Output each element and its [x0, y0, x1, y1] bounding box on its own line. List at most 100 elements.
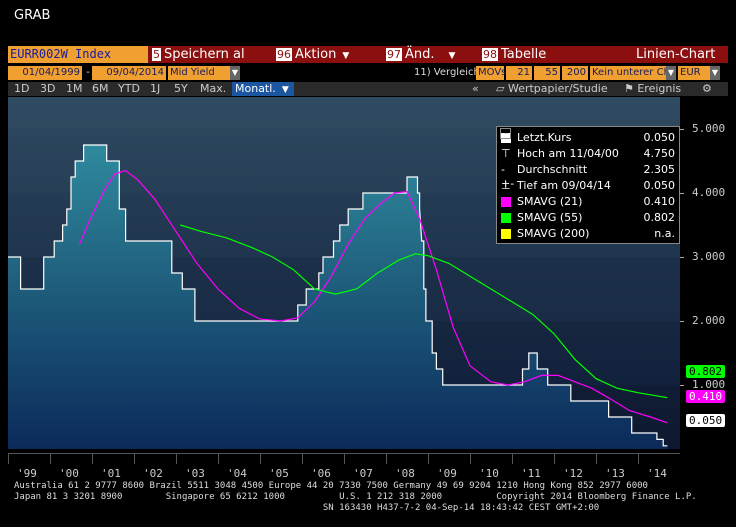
legend-value: 0.050 [643, 131, 676, 144]
y-tick-label: 2.000 [692, 314, 726, 327]
sma55-value-tag: 0.802 [686, 365, 726, 378]
period-1d[interactable]: 1D [14, 82, 30, 95]
footer-line-2: Japan 81 3 3201 8900 Singapore 65 6212 1… [14, 492, 697, 502]
legend-row-high: ⊤ Hoch am 11/04/00 4.750 [501, 147, 675, 161]
collapse-icon[interactable]: « [472, 82, 479, 95]
mav-3-field[interactable]: 200 [562, 66, 588, 80]
legend: Letzt.Kurs 0.050 ⊤ Hoch am 11/04/00 4.750 -… [496, 126, 680, 244]
chevron-down-icon[interactable]: ▼ [230, 66, 240, 80]
chevron-down-icon[interactable]: ▼ [710, 66, 720, 80]
legend-label: SMAVG (200) [517, 227, 590, 240]
price-chart [8, 97, 680, 449]
mav-2-field[interactable]: 55 [534, 66, 560, 80]
menu-table-num: 98 [482, 48, 498, 61]
x-tick [470, 454, 471, 464]
legend-value: 0.410 [643, 195, 676, 208]
legend-swatch [501, 213, 511, 223]
x-tick-label: '05 [269, 467, 289, 480]
y-tick-label: 5.000 [692, 122, 726, 135]
x-tick [134, 454, 135, 464]
security-field[interactable]: EURR002W Index [8, 46, 148, 63]
period-3d[interactable]: 3D [40, 82, 56, 95]
chevron-down-icon: ▼ [281, 85, 289, 95]
x-axis-line [8, 453, 680, 454]
legend-value: n.a. [654, 227, 675, 240]
x-tick [596, 454, 597, 464]
period-tabbar [8, 82, 728, 96]
x-tick-label: '11 [521, 467, 541, 480]
y-tick-label: 3.000 [692, 250, 726, 263]
date-separator: - [86, 67, 90, 78]
menu-action[interactable]: 96 Aktion ▼ [276, 46, 349, 63]
legend-row-low: ⊥ Tief am 09/04/14 0.050 [501, 179, 675, 193]
events-button[interactable]: ⚑ Ereignis [624, 82, 681, 96]
period-1m[interactable]: 1M [66, 82, 83, 95]
x-tick [638, 454, 639, 464]
x-tick-label: '10 [479, 467, 499, 480]
footer-line-3: SN 163430 H437-7-2 04-Sep-14 18:43:42 CE… [14, 503, 600, 513]
sma21-line [78, 169, 668, 424]
x-tick [50, 454, 51, 464]
y-tick [680, 321, 684, 322]
y-tick [680, 257, 684, 258]
menu-change[interactable]: 97 Änd. ▼ [386, 46, 455, 63]
x-tick [8, 454, 9, 464]
x-tick-label: '01 [101, 467, 121, 480]
legend-value: 0.050 [643, 179, 676, 192]
x-tick-label: '06 [311, 467, 331, 480]
command-bar [8, 46, 728, 63]
x-tick [344, 454, 345, 464]
footer-line-1: Australia 61 2 9777 8600 Brazil 5511 304… [14, 481, 648, 491]
security-study-label: Wertpapier/Studie [507, 82, 608, 95]
menu-action-num: 96 [276, 48, 292, 61]
end-date-field[interactable]: 09/04/2014 [92, 66, 166, 80]
period-max[interactable]: Max. [200, 82, 227, 95]
mav-1-field[interactable]: 21 [506, 66, 532, 80]
legend-row-last: Letzt.Kurs 0.050 [501, 131, 675, 145]
high-marker-icon: ⊤ [501, 147, 511, 160]
chart-type-label: Linien-Chart [636, 47, 716, 62]
x-tick [302, 454, 303, 464]
gear-icon[interactable]: ⚙ [702, 82, 712, 95]
chevron-down-icon[interactable]: ▼ [666, 66, 676, 80]
compare-label[interactable]: 11) Vergleich [414, 67, 480, 78]
window-title: GRAB [14, 8, 51, 23]
x-tick-label: '04 [227, 467, 247, 480]
menu-save[interactable]: 5 Speichern al [152, 46, 245, 63]
menu-save-num: 5 [152, 48, 161, 61]
menu-table[interactable]: 98 Tabelle [482, 46, 546, 63]
period-ytd[interactable]: YTD [118, 82, 140, 95]
lower-limit-select[interactable]: Kein unterer Cha [590, 66, 666, 80]
start-date-field[interactable]: 01/04/1999 [8, 66, 82, 80]
security-study-button[interactable]: ▱ Wertpapier/Studie [496, 82, 608, 96]
sma21-value-tag: 0.410 [686, 390, 726, 403]
last-price-line [8, 144, 668, 447]
legend-label: Durchschnitt [517, 163, 588, 176]
chart-icon: ▱ [496, 82, 508, 95]
x-tick [428, 454, 429, 464]
legend-value: 4.750 [643, 147, 676, 160]
x-tick-label: '03 [185, 467, 205, 480]
legend-swatch [501, 229, 511, 239]
x-tick [176, 454, 177, 464]
x-tick [218, 454, 219, 464]
frequency-select[interactable]: Monatl. ▼ [232, 82, 294, 96]
last-value-tag: 0.050 [686, 414, 726, 427]
y-tick [680, 193, 684, 194]
y-tick [680, 385, 684, 386]
period-5y[interactable]: 5Y [174, 82, 188, 95]
period-1j[interactable]: 1J [150, 82, 161, 95]
period-6m[interactable]: 6M [92, 82, 109, 95]
movs-label: MOVs [476, 66, 507, 80]
field-select[interactable]: Mid Yield [168, 66, 230, 80]
value-band [8, 97, 680, 129]
legend-row-sma55: SMAVG (55) 0.802 [501, 211, 675, 225]
currency-select[interactable]: EUR [678, 66, 710, 80]
menu-change-label: Änd. [405, 47, 435, 62]
menu-save-label: Speichern al [164, 47, 245, 62]
x-tick [386, 454, 387, 464]
legend-label: SMAVG (21) [517, 195, 583, 208]
legend-row-avg: -+- Durchschnitt 2.305 [501, 163, 675, 190]
flag-icon: ⚑ [624, 82, 638, 95]
legend-toggle-icon[interactable]: − [500, 128, 511, 139]
